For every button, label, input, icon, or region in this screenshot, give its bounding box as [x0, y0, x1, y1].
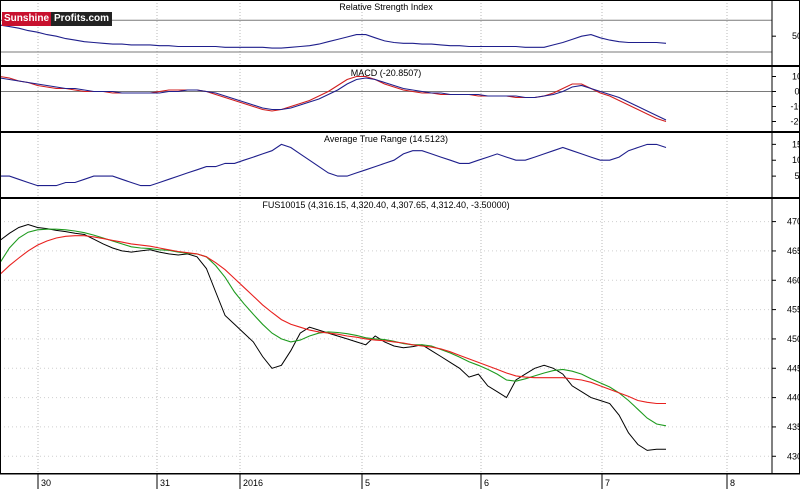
x-tick-label: 5 — [365, 478, 370, 488]
panel-4: FUS10015 (4,316.15, 4,320.40, 4,307.65, … — [0, 198, 800, 474]
y-tick-label: 10 — [792, 155, 800, 165]
x-tick-label: 30 — [41, 478, 51, 488]
y-tick-label: 4650 — [787, 246, 800, 256]
panel-title: FUS10015 (4,316.15, 4,320.40, 4,307.65, … — [262, 200, 509, 210]
x-tick-label: 2016 — [243, 478, 263, 488]
series-line — [0, 235, 666, 405]
x-tick-label: 7 — [605, 478, 610, 488]
y-tick-label: 5 — [794, 171, 799, 181]
y-tick-label: 0 — [794, 87, 799, 97]
y-tick-label: -10 — [790, 102, 800, 112]
series-line — [0, 143, 667, 187]
series-line — [0, 75, 667, 123]
y-tick-label: 50 — [792, 31, 800, 41]
x-axis: 30 31 2016 5 6 7 8 — [0, 473, 800, 489]
logo-part-b: Profits.com — [51, 12, 113, 26]
sunshine-profits-logo: Sunshine Profits.com — [2, 12, 113, 26]
x-tick-label: 6 — [484, 478, 489, 488]
panel-title: MACD (-20.8507) — [351, 68, 422, 78]
y-tick-label: 4550 — [787, 305, 800, 315]
y-tick-label: 4600 — [787, 275, 800, 285]
panel-title: Average True Range (14.5123) — [324, 134, 448, 144]
panel-title: Relative Strength Index — [339, 2, 433, 12]
y-tick-label: 4500 — [787, 334, 800, 344]
logo-part-a: Sunshine — [2, 12, 52, 26]
y-tick-label: 4350 — [787, 422, 800, 432]
y-tick-label: 10 — [792, 72, 800, 82]
series-line — [0, 24, 667, 49]
x-tick-label: 8 — [730, 478, 735, 488]
x-tick-label: 31 — [160, 478, 170, 488]
y-tick-label: 4400 — [787, 393, 800, 403]
series-line — [0, 77, 667, 121]
series-line — [0, 223, 666, 451]
y-tick-label: 4300 — [787, 451, 800, 461]
y-tick-label: 4450 — [787, 363, 800, 373]
y-tick-label: 4700 — [787, 217, 800, 227]
y-tick-label: -20 — [790, 117, 800, 127]
y-tick-label: 15 — [792, 139, 800, 149]
